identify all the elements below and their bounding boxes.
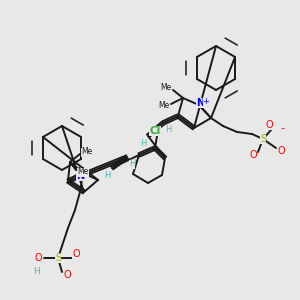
Text: H: H [33,268,39,277]
Text: O: O [63,270,71,280]
Text: O: O [72,249,80,259]
Text: O: O [249,150,257,160]
Text: H: H [104,170,110,179]
Text: S: S [260,134,266,144]
Text: N: N [76,171,84,181]
Text: N: N [196,98,204,108]
Text: Me: Me [160,83,172,92]
Text: +: + [202,97,209,106]
Text: H: H [165,125,171,134]
Text: Me: Me [81,148,93,157]
Text: S: S [55,253,61,263]
Text: O: O [265,120,273,130]
Text: -: - [280,123,284,133]
Text: Me: Me [77,167,88,176]
Text: Me: Me [158,101,169,110]
Text: O: O [34,253,42,263]
Text: Cl: Cl [149,126,161,136]
Text: H: H [140,139,146,148]
Text: O: O [277,146,285,156]
Text: H: H [129,160,135,169]
